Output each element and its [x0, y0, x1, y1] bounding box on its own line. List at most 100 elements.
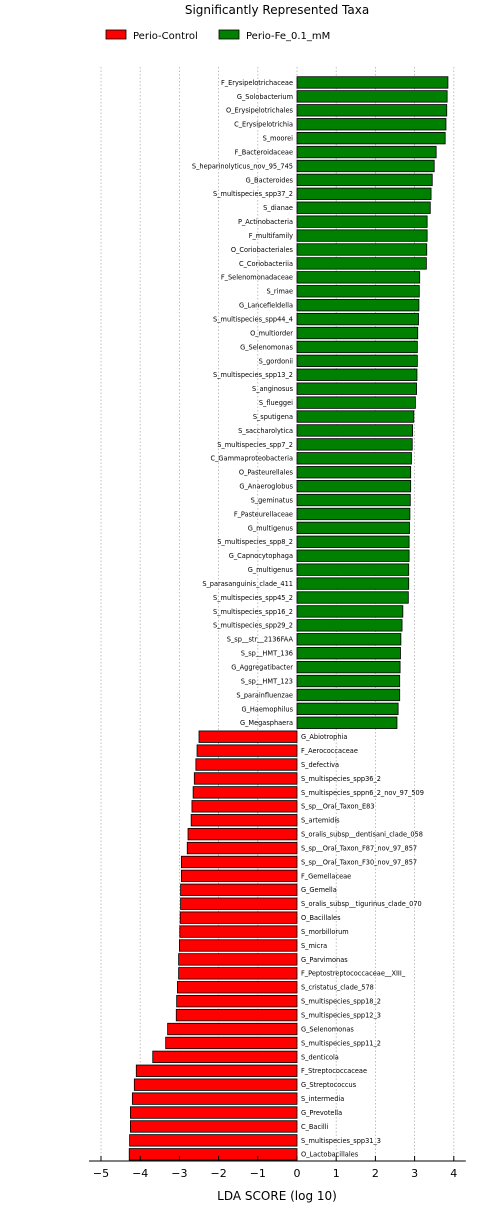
bar: [190, 814, 298, 827]
bar: [187, 827, 298, 841]
x-tick-label: −2: [210, 1167, 226, 1180]
bar: [296, 479, 412, 493]
bar-label: G_Solobacterium: [237, 93, 293, 101]
bar-label: O_Bacillales: [301, 914, 341, 922]
bar: [296, 187, 432, 200]
bar: [296, 452, 412, 465]
bar: [296, 340, 418, 354]
bar-label: G_Haemophilus: [241, 705, 293, 713]
bar: [296, 201, 431, 214]
bar: [175, 1008, 298, 1022]
bar: [165, 1036, 298, 1050]
bar: [296, 173, 433, 187]
bar-label: O_Pasteurellales: [239, 469, 294, 477]
bar-label: S_multispecies_spp29_2: [213, 622, 293, 630]
bar-label: G_Prevotella: [301, 1109, 342, 1117]
x-tick-label: 4: [450, 1167, 457, 1180]
bar-label: F_Erysipelotrichaceae: [221, 79, 293, 87]
bar: [296, 702, 399, 716]
bar: [296, 605, 404, 618]
bar-label: O_Coriobacteriales: [231, 246, 294, 254]
bar: [296, 396, 416, 409]
bar-label: S_sp__Oral_Taxon_F30_nov_97_857: [301, 858, 417, 866]
bar: [296, 354, 418, 368]
bar-label: S_flueggei: [259, 399, 293, 407]
bar-label: F_Aerococcaceae: [301, 747, 358, 755]
bar: [296, 131, 446, 145]
bar: [129, 1106, 298, 1119]
bar-label: C_Coriobacteriia: [239, 260, 293, 268]
bar: [177, 981, 298, 994]
bar: [186, 841, 298, 855]
bar: [167, 1022, 298, 1036]
bar: [296, 285, 420, 298]
bar: [129, 1134, 298, 1147]
bar: [178, 953, 298, 966]
bar-label: S_multispecies_spp45_2: [213, 594, 293, 602]
bar: [296, 424, 414, 437]
bar-label: S_cristatus_clade_578: [301, 984, 374, 992]
bar-label: F_Selenomonadaceae: [221, 274, 293, 282]
bar-label: F_Bacteroidaceae: [235, 148, 293, 156]
bar-label: S_intermedia: [301, 1095, 344, 1103]
bar-label: S_multispecies_spp37_2: [213, 190, 293, 198]
x-tick-label: 0: [294, 1167, 301, 1180]
bar-label: F_Peptostreptococcaceae__XIII_: [301, 970, 406, 978]
bar: [296, 76, 449, 89]
x-tick-label: −3: [171, 1167, 187, 1180]
legend-swatch: [218, 29, 240, 40]
bar-label: F_multifamily: [249, 232, 293, 240]
bar-label: S_anginosus: [252, 385, 294, 393]
x-axis: −5 −4 −3 −2 −1 0 1 2 3 4: [89, 1156, 466, 1180]
bar: [179, 911, 298, 924]
bar: [196, 744, 298, 757]
bar-label: G_Megasphaera: [240, 719, 293, 727]
bar-label: F_Gemellaceae: [301, 872, 351, 880]
bar-label: G_Parvimonas: [301, 956, 348, 964]
bar-label: S_sp__Oral_Taxon_E83: [301, 803, 375, 811]
legend-label: Perio-Fe_0.1_mM: [246, 31, 330, 42]
bar-label: G_Gemella: [301, 886, 337, 894]
bar-label: G_Abiotrophia: [301, 733, 347, 741]
x-tick-label: 1: [333, 1167, 340, 1180]
bar: [296, 104, 448, 117]
bar-label: C_Bacilli: [301, 1123, 329, 1131]
x-tick-label: 3: [411, 1167, 418, 1180]
bar: [296, 271, 421, 284]
bar: [296, 716, 398, 729]
bar-label: G_Bacteroides: [246, 176, 294, 184]
x-tick-label: −5: [93, 1167, 109, 1180]
bar-label: S_gordonii: [259, 357, 294, 365]
bar-label: S_multispecies_spp44_4: [213, 316, 293, 324]
bar: [135, 1064, 298, 1077]
bar: [296, 326, 419, 340]
bar-label: O_Lactobacillales: [301, 1151, 359, 1159]
bar: [296, 118, 447, 131]
legend-item: Perio-Control: [105, 29, 198, 42]
bar-label: C_Erysipelotrichia: [234, 121, 293, 129]
bar: [296, 243, 428, 256]
bar: [296, 591, 409, 604]
bar: [296, 145, 437, 159]
bar-label: O_multiorder: [250, 329, 293, 337]
legend-label: Perio-Control: [133, 31, 198, 42]
bar: [296, 647, 401, 660]
bar: [296, 577, 410, 590]
bar: [296, 438, 413, 451]
bar-label: S_multispecies_spp11_2: [301, 1039, 381, 1047]
bar: [192, 786, 298, 799]
bar: [129, 1120, 298, 1133]
bar-label: G_Lancefieldella: [239, 302, 293, 310]
bar: [195, 758, 298, 771]
bar-label: S_saccharolytica: [238, 427, 293, 435]
bar: [296, 257, 427, 270]
bar: [296, 660, 401, 674]
bar: [296, 90, 448, 103]
bar: [296, 215, 428, 228]
bar-label: S_moorei: [263, 135, 294, 143]
bar-label: S_sp__HMT_123: [241, 677, 293, 685]
x-tick-label: −1: [250, 1167, 266, 1180]
bar-label: G_Aggregatibacter: [231, 664, 293, 672]
x-axis-title: LDA SCORE (log 10): [217, 1189, 337, 1203]
